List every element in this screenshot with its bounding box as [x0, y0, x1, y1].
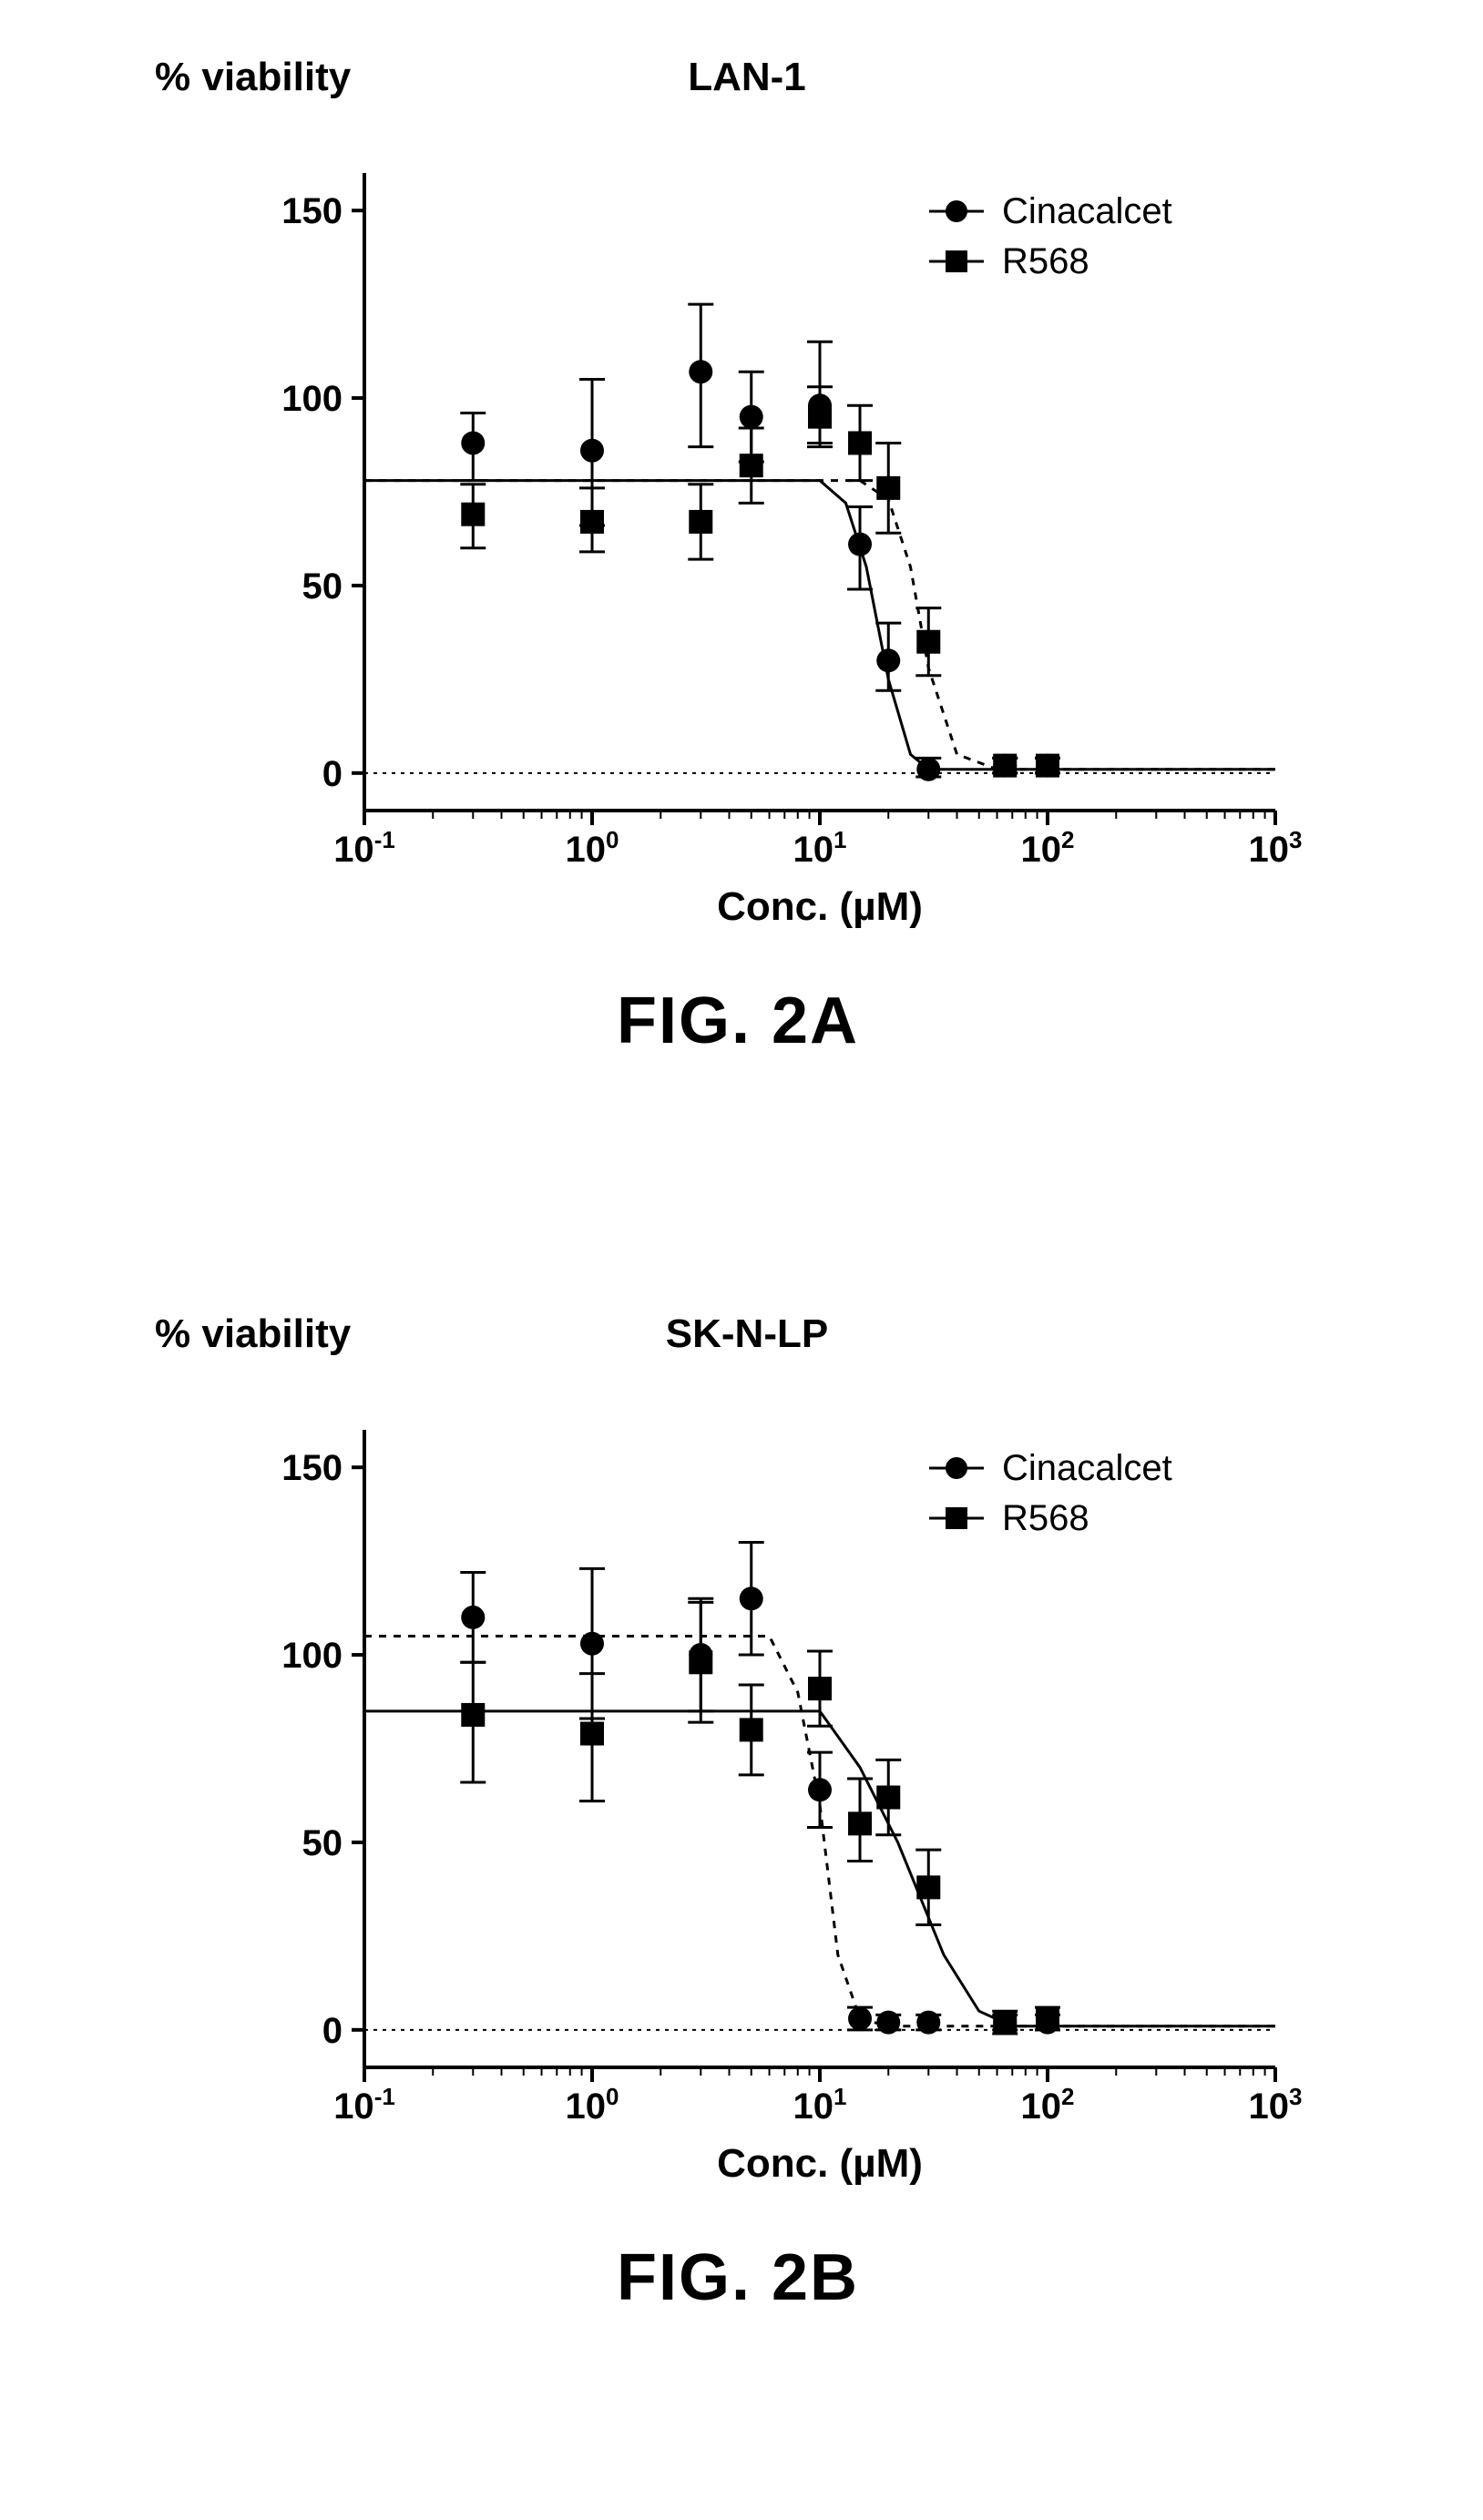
svg-text:101: 101 — [793, 2083, 847, 2127]
svg-text:R568: R568 — [1002, 241, 1089, 281]
svg-text:100: 100 — [281, 1636, 343, 1676]
svg-text:100: 100 — [566, 2083, 619, 2127]
svg-text:102: 102 — [1021, 826, 1075, 870]
svg-text:102: 102 — [1021, 2083, 1075, 2127]
chart-svg-b: 0 50 100 150 10-1 100 101 102 103 Conc. (µM) Cinac… — [155, 1311, 1321, 2222]
svg-text:103: 103 — [1249, 2083, 1303, 2127]
svg-text:100: 100 — [566, 826, 619, 870]
svg-text:Cinacalcet: Cinacalcet — [1002, 1448, 1172, 1488]
svg-text:0: 0 — [322, 754, 343, 794]
panel-fig-2b: % viability SK-N-LP 0 50 100 150 10-1 100 101 1… — [155, 1311, 1321, 2404]
svg-text:Cinacalcet: Cinacalcet — [1002, 191, 1172, 231]
svg-text:100: 100 — [281, 379, 343, 419]
svg-text:Conc. (µM): Conc. (µM) — [717, 884, 923, 929]
svg-text:50: 50 — [302, 1823, 343, 1863]
chart-title-b: SK-N-LP — [592, 1311, 902, 1357]
svg-text:0: 0 — [322, 2011, 343, 2051]
svg-text:101: 101 — [793, 826, 847, 870]
figure-caption-a: FIG. 2A — [155, 984, 1321, 1058]
svg-text:Conc. (µM): Conc. (µM) — [717, 2141, 923, 2186]
svg-text:50: 50 — [302, 566, 343, 607]
figure-caption-b: FIG. 2B — [155, 2240, 1321, 2315]
page: % viability LAN-1 0 50 100 150 10-1 100 101 102… — [0, 0, 1483, 2520]
chart-svg-a: 0 50 100 150 10-1 100 101 102 103 Conc. (µM) Cinac… — [155, 55, 1321, 965]
svg-text:150: 150 — [281, 1448, 343, 1488]
chart-title-a: LAN-1 — [610, 55, 884, 100]
svg-text:150: 150 — [281, 191, 343, 231]
y-axis-label-b: % viability — [155, 1311, 351, 1357]
svg-text:10-1: 10-1 — [333, 2083, 395, 2127]
panel-fig-2a: % viability LAN-1 0 50 100 150 10-1 100 101 102… — [155, 55, 1321, 1148]
svg-text:10-1: 10-1 — [333, 826, 395, 870]
svg-text:103: 103 — [1249, 826, 1303, 870]
y-axis-label-a: % viability — [155, 55, 351, 100]
svg-text:R568: R568 — [1002, 1498, 1089, 1538]
